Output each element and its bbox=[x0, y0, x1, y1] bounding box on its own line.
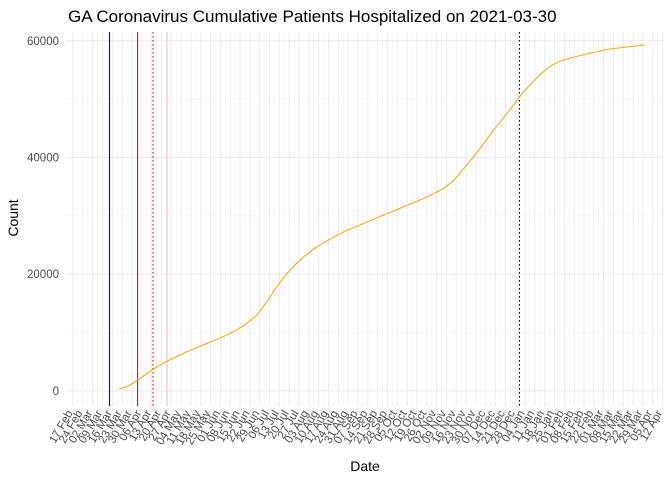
y-tick-label: 40000 bbox=[27, 152, 59, 164]
series-group bbox=[119, 44, 645, 390]
chart-title: GA Coronavirus Cumulative Patients Hospi… bbox=[68, 7, 557, 26]
y-tick-label: 20000 bbox=[27, 269, 59, 281]
y-tick-label: 60000 bbox=[27, 36, 59, 48]
y-axis-title: Count bbox=[5, 199, 21, 236]
major-gridlines bbox=[66, 32, 664, 406]
y-axis-tick-labels: 0 20000 40000 60000 bbox=[27, 36, 59, 398]
x-axis-title: Date bbox=[350, 458, 380, 474]
series-line bbox=[119, 44, 645, 390]
event-vertical-lines bbox=[108, 32, 520, 406]
y-tick-label: 0 bbox=[53, 386, 59, 398]
